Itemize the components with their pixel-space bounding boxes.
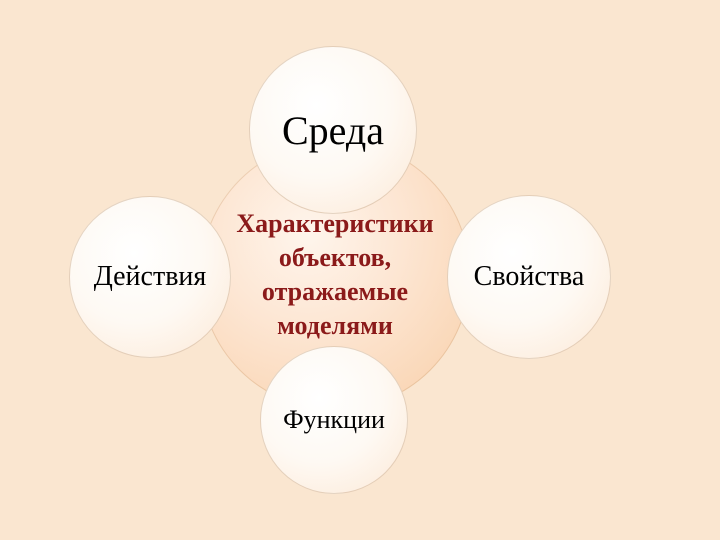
satellite-left-label: Действия [94, 261, 207, 293]
satellite-bottom-label: Функции [283, 405, 385, 435]
satellite-left: Действия [69, 196, 231, 358]
satellite-top-label: Среда [282, 107, 384, 154]
central-text: Характеристики объектов, отражаемые моде… [220, 207, 450, 342]
satellite-right: Свойства [447, 195, 611, 359]
satellite-bottom: Функции [260, 346, 408, 494]
satellite-top: Среда [249, 46, 417, 214]
satellite-right-label: Свойства [474, 261, 585, 293]
